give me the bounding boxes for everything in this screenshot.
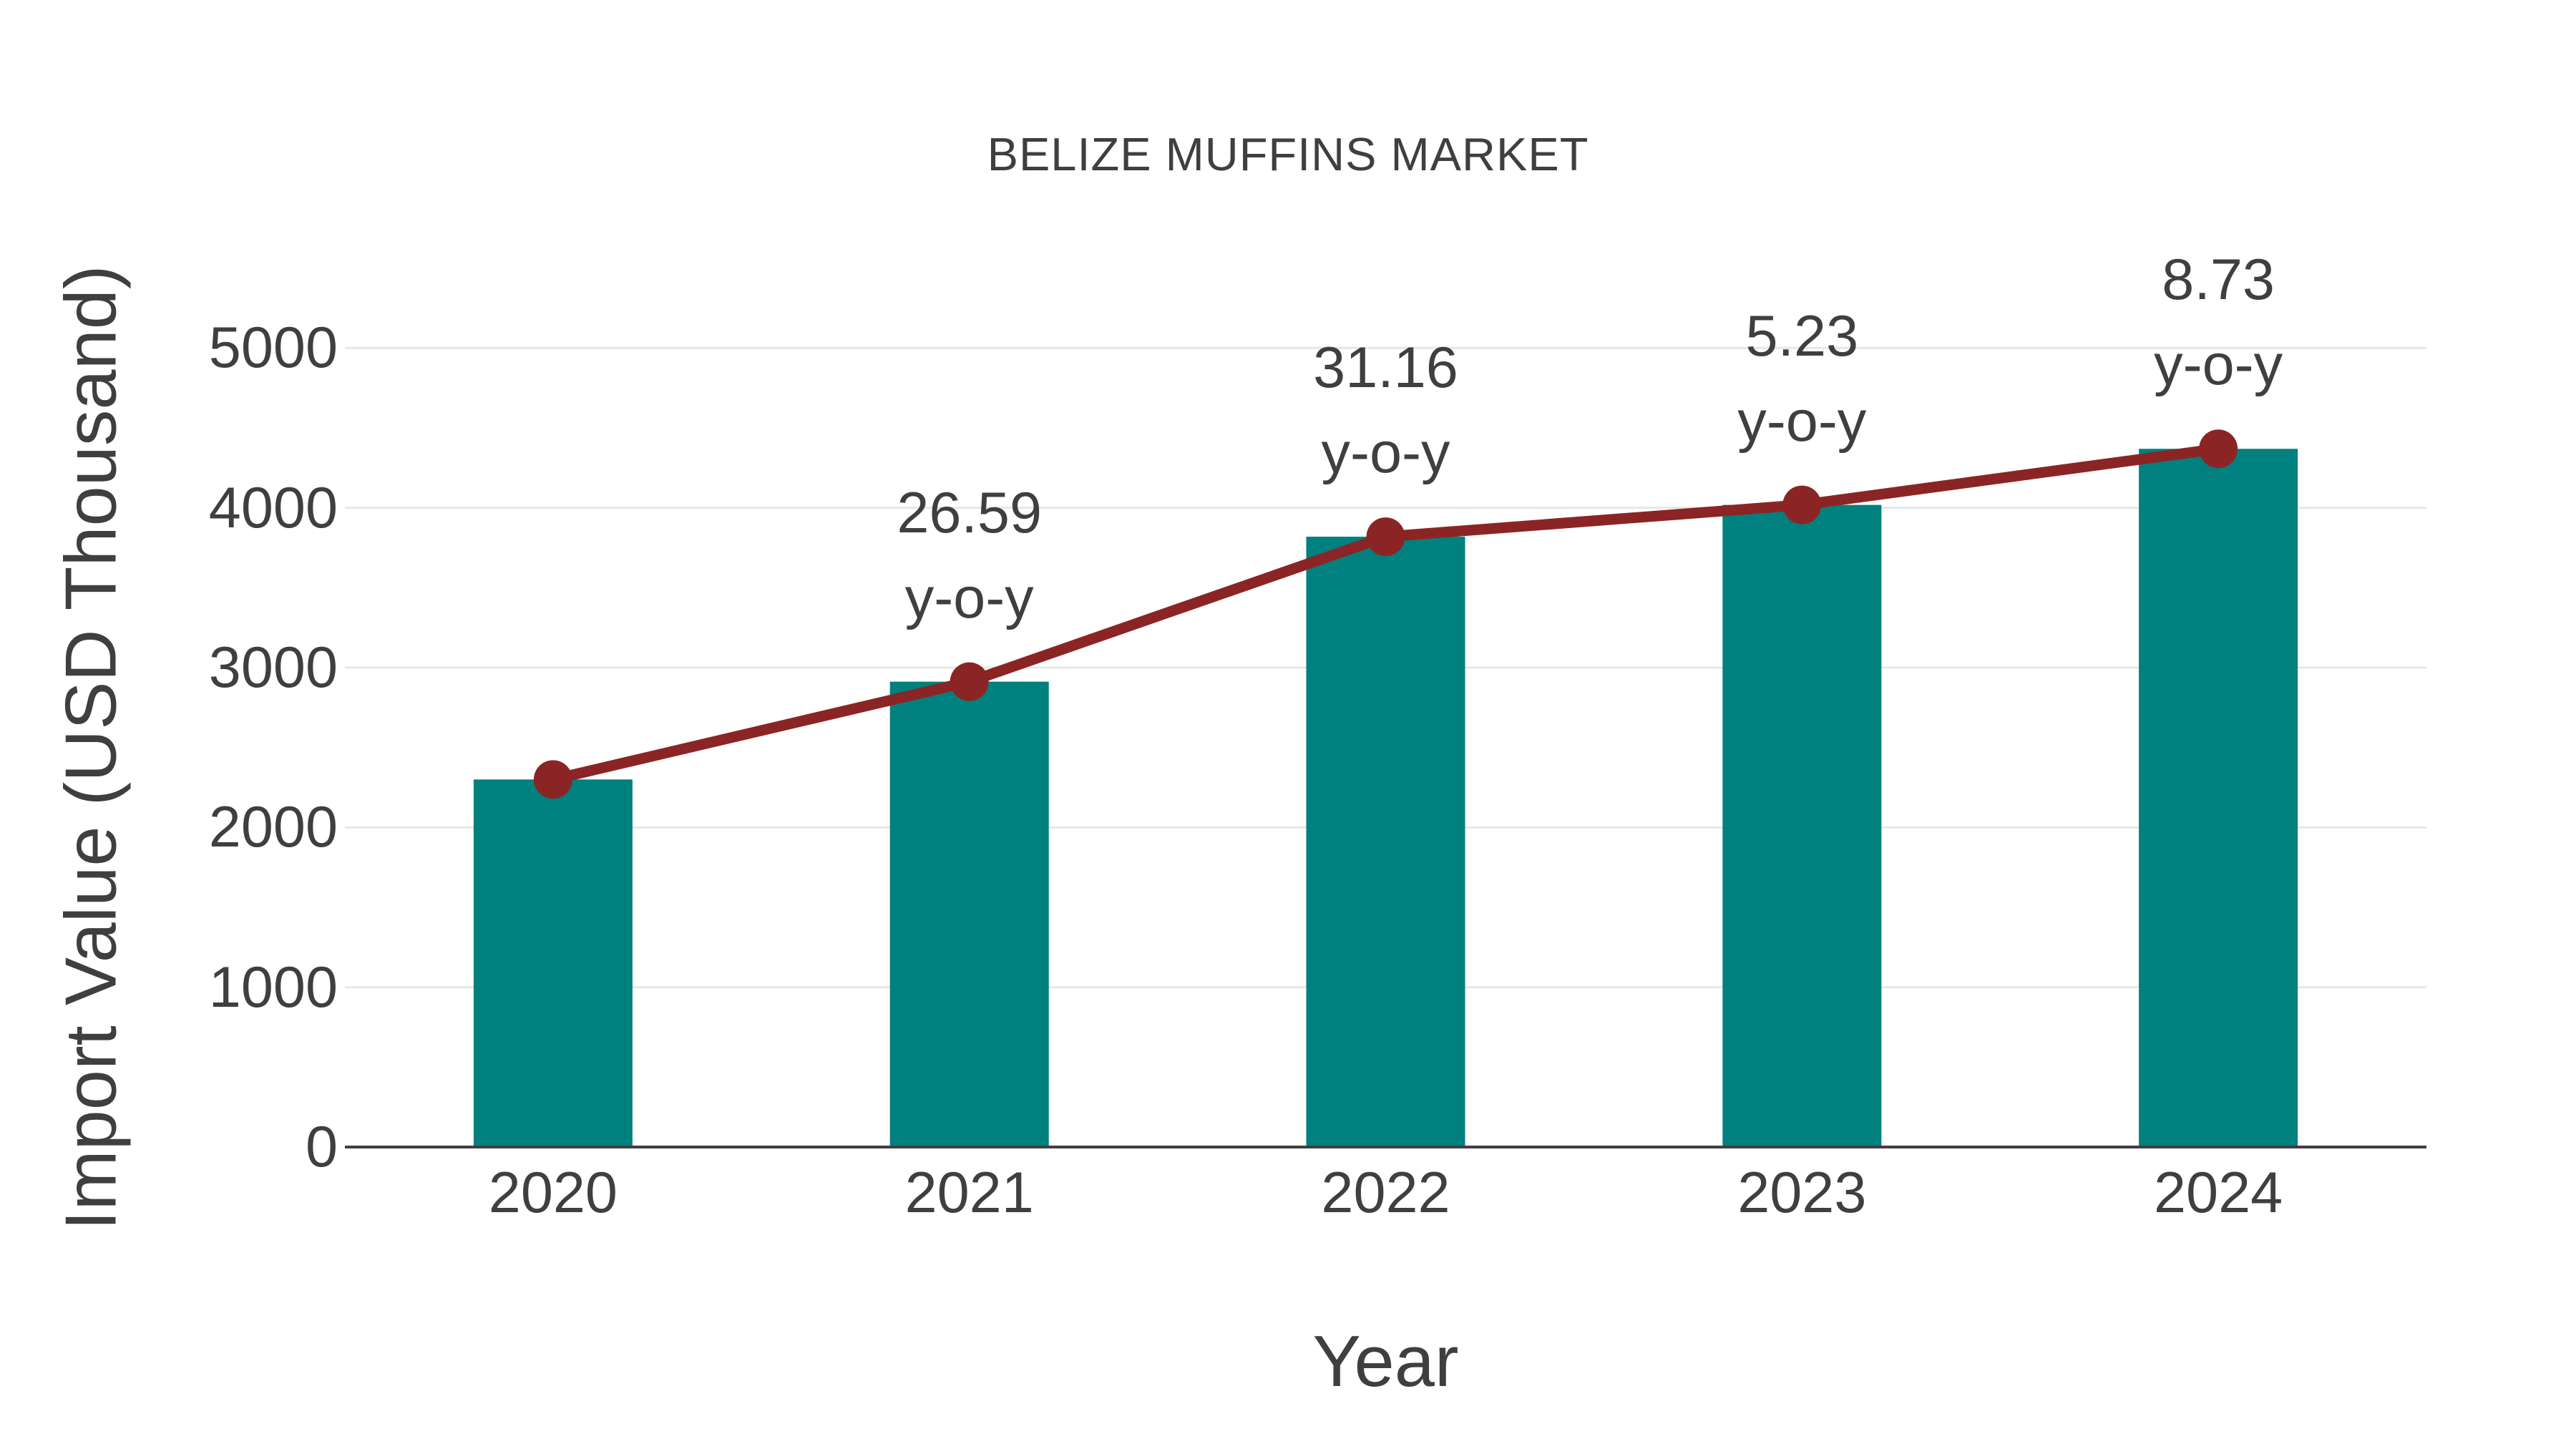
data-label-value: 31.16 — [1313, 336, 1458, 401]
x-tick-label: 2020 — [488, 1161, 618, 1225]
bar — [889, 681, 1049, 1147]
x-tick-label: 2023 — [1737, 1161, 1867, 1225]
line-marker — [1782, 485, 1822, 525]
y-tick-label: 2000 — [208, 795, 338, 860]
data-label-value: 26.59 — [897, 480, 1043, 545]
line-marker — [1366, 517, 1405, 557]
bar — [2139, 449, 2298, 1147]
data-label-value: 8.73 — [2162, 248, 2275, 313]
data-label-suffix: y-o-y — [1737, 389, 1867, 454]
bar — [1722, 504, 1882, 1147]
y-tick-label: 0 — [305, 1115, 338, 1179]
x-tick-label: 2021 — [904, 1161, 1034, 1225]
y-axis-title: Import Value (USD Thousand) — [51, 265, 132, 1231]
y-tick-label: 1000 — [208, 955, 338, 1020]
data-label-suffix: y-o-y — [2154, 333, 2283, 398]
line-marker — [950, 662, 989, 701]
data-label-suffix: y-o-y — [904, 565, 1034, 630]
x-axis-title: Year — [1312, 1322, 1459, 1402]
line-marker — [2199, 429, 2238, 469]
data-label-suffix: y-o-y — [1321, 421, 1450, 486]
chart-title: BELIZE MUFFINS MARKET — [987, 128, 1589, 180]
y-tick-label: 5000 — [208, 316, 338, 381]
y-tick-label: 4000 — [208, 475, 338, 540]
bar — [1306, 537, 1465, 1147]
x-tick-label: 2022 — [1321, 1161, 1450, 1225]
bar — [473, 779, 633, 1147]
y-tick-label: 3000 — [208, 635, 338, 700]
x-tick-label: 2024 — [2153, 1161, 2283, 1225]
data-label-value: 5.23 — [1745, 303, 1859, 369]
line-marker — [533, 760, 572, 799]
